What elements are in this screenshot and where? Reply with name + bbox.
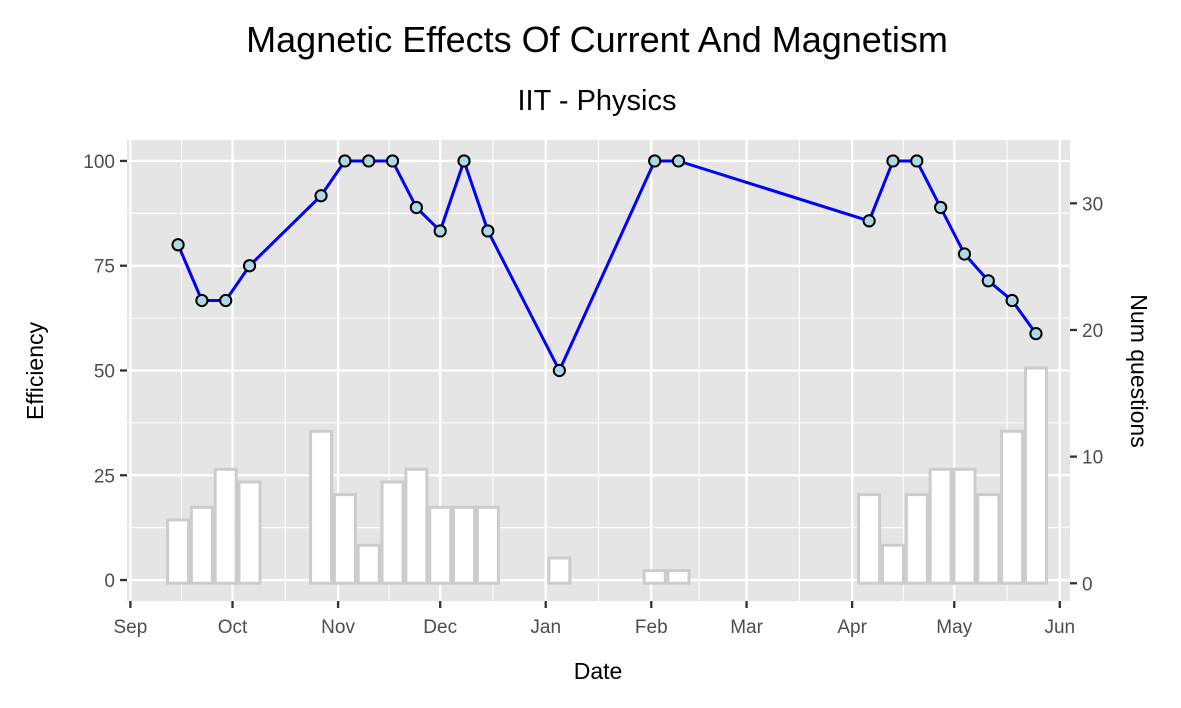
data-point	[910, 154, 924, 168]
bar	[356, 543, 381, 585]
x-tick-label: Nov	[321, 617, 355, 638]
y-tick-label: 25	[94, 466, 115, 487]
x-tick-label: Jan	[530, 617, 561, 638]
bar	[547, 556, 572, 585]
bar	[904, 493, 929, 585]
line-series	[171, 154, 1043, 378]
bar	[928, 467, 953, 585]
bar	[1023, 366, 1048, 585]
x-tick-label: Sep	[113, 617, 147, 638]
y-axis-title: Efficiency	[22, 321, 48, 420]
data-point	[457, 154, 471, 168]
data-point	[671, 154, 686, 168]
chart-title: Magnetic Effects Of Current And Magnetis…	[246, 19, 948, 60]
data-point	[314, 189, 328, 203]
bar	[166, 518, 191, 585]
bar	[380, 480, 405, 585]
data-point	[195, 293, 209, 308]
y-tick-label: 75	[94, 257, 115, 278]
x-axis-title: Date	[574, 658, 623, 684]
x-tick-label: May	[936, 617, 972, 638]
y2-axis-title: Num questions	[1126, 294, 1152, 447]
bar	[475, 505, 500, 585]
x-tick-label: Jun	[1044, 617, 1075, 638]
bar	[857, 493, 882, 585]
data-point	[242, 259, 257, 273]
bar	[642, 569, 667, 585]
bar	[452, 505, 477, 585]
data-point	[934, 200, 948, 215]
x-tick-label: Mar	[730, 617, 763, 638]
data-point	[981, 274, 995, 288]
data-point	[481, 224, 495, 238]
y2-tick-label: 10	[1082, 448, 1103, 469]
bar	[309, 429, 334, 585]
axes: Sep Oct Nov Dec Jan Feb Mar Apr May Jun0255075100…	[83, 152, 1103, 638]
data-point	[957, 247, 972, 261]
y-tick-label: 50	[94, 362, 115, 383]
y2-tick-label: 0	[1082, 574, 1093, 595]
data-point	[886, 154, 900, 168]
bar	[213, 467, 238, 585]
bar	[428, 505, 453, 585]
y-tick-label: 0	[104, 571, 115, 592]
x-tick-label: Apr	[837, 617, 867, 638]
bar	[976, 493, 1001, 585]
chart-subtitle: IIT - Physics	[518, 85, 677, 117]
bar	[952, 467, 977, 585]
data-point	[862, 214, 876, 228]
y2-tick-label: 30	[1082, 194, 1103, 215]
data-point	[385, 154, 400, 168]
data-point	[171, 238, 185, 252]
data-point	[433, 224, 447, 238]
bar	[1000, 429, 1025, 585]
grid-lines	[127, 140, 1070, 601]
data-point	[219, 293, 233, 308]
data-point	[1005, 293, 1019, 308]
y2-tick-label: 20	[1082, 321, 1103, 342]
bar	[237, 480, 262, 585]
data-point	[648, 154, 662, 168]
x-tick-label: Feb	[635, 617, 668, 638]
bar	[880, 543, 905, 585]
bar	[332, 493, 357, 585]
x-tick-label: Oct	[218, 617, 248, 638]
y-tick-label: 100	[83, 152, 115, 173]
bar-series	[166, 366, 1048, 585]
bar	[189, 505, 214, 585]
data-point	[1029, 327, 1043, 341]
data-point	[362, 154, 376, 168]
bar	[404, 467, 429, 585]
bar	[666, 569, 691, 585]
data-point	[552, 363, 566, 378]
x-tick-label: Dec	[423, 617, 457, 638]
data-point	[409, 200, 423, 215]
data-point	[338, 154, 352, 168]
